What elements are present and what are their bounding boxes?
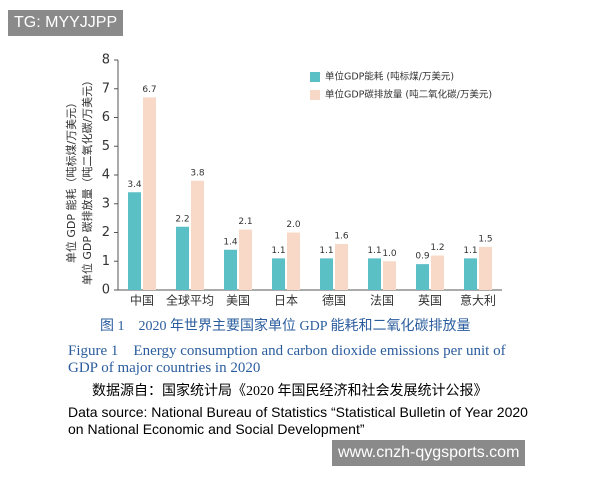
y-tick-label: 0	[102, 283, 110, 298]
value-label: 1.1	[319, 246, 333, 256]
value-label: 1.1	[367, 246, 381, 256]
value-label: 2.2	[175, 214, 189, 224]
x-tick-label: 法国	[370, 294, 394, 308]
bar	[191, 180, 204, 290]
value-label: 2.1	[238, 217, 252, 227]
bar	[287, 232, 300, 290]
value-label: 0.9	[415, 252, 430, 262]
x-tick-label: 美国	[226, 294, 250, 308]
value-label: 1.2	[430, 243, 444, 253]
bar	[143, 97, 156, 290]
value-label: 1.6	[334, 232, 349, 242]
y-tick-label: 4	[102, 168, 110, 183]
caption-source-zh: 数据源自：国家统计局《2020 年国民经济和社会发展统计公报》	[92, 384, 488, 399]
x-tick-label: 全球平均	[166, 293, 214, 308]
bar	[368, 258, 381, 290]
bar	[335, 244, 348, 290]
value-label: 3.4	[127, 180, 142, 190]
watermark: TG: MYYJJPP	[8, 10, 124, 36]
bar	[416, 264, 429, 290]
y-tick-label: 3	[102, 196, 110, 211]
bar	[383, 261, 396, 290]
legend-swatch	[310, 90, 320, 100]
x-tick-label: 中国	[130, 293, 154, 308]
x-tick-label: 意大利	[460, 293, 496, 308]
caption-title-en: Figure 1 Energy consumption and carbon d…	[68, 343, 506, 376]
caption-title-zh: 图 1 2020 年世界主要国家单位 GDP 能耗和二氧化碳排放量	[100, 319, 471, 334]
bar	[128, 192, 141, 290]
value-label: 1.4	[223, 237, 238, 247]
bar	[272, 258, 285, 290]
bar	[239, 229, 252, 290]
bar	[176, 226, 189, 290]
bar	[224, 249, 237, 290]
x-tick-label: 英国	[418, 294, 442, 308]
bar	[464, 258, 477, 290]
x-tick-label: 日本	[274, 294, 298, 308]
y-tick-label: 7	[102, 81, 110, 96]
bar	[431, 255, 444, 290]
y-axis-label: 单位 GDP 能耗（吨标煤/万美元）	[64, 97, 78, 263]
y-tick-label: 6	[102, 110, 110, 125]
value-label: 2.0	[286, 220, 301, 230]
legend-label: 单位GDP能耗 (吨标煤/万美元)	[325, 71, 454, 83]
x-tick-label: 德国	[322, 293, 346, 308]
bar	[320, 258, 333, 290]
y-tick-label: 1	[102, 254, 110, 269]
value-label: 1.1	[271, 246, 285, 256]
y-tick-label: 8	[102, 53, 110, 68]
y-tick-label: 2	[102, 225, 110, 240]
value-label: 6.7	[142, 85, 156, 95]
y-axis-label: 单位 GDP 碳排放量（吨二氧化碳/万美元）	[80, 75, 94, 285]
legend-label: 单位GDP碳排放量 (吨二氧化碳/万美元)	[325, 89, 492, 101]
watermark: www.cnzh-qygsports.com	[332, 440, 526, 466]
value-label: 1.1	[463, 246, 477, 256]
bar	[479, 246, 492, 290]
value-label: 1.0	[382, 249, 397, 259]
legend-swatch	[310, 72, 320, 82]
y-tick-label: 5	[102, 139, 110, 154]
value-label: 3.8	[190, 168, 205, 178]
value-label: 1.5	[478, 234, 492, 244]
caption-source-en: Data source: National Bureau of Statisti…	[68, 404, 528, 437]
